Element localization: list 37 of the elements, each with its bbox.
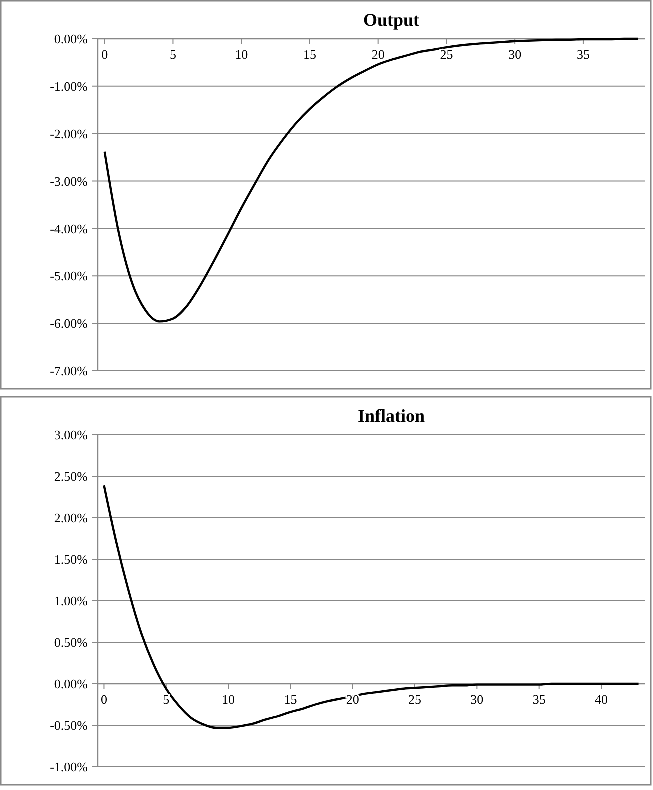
y-tick-label: -4.00% bbox=[50, 221, 88, 236]
y-tick-label: -0.50% bbox=[50, 718, 88, 734]
x-tick-label: 30 bbox=[470, 692, 484, 707]
x-tick-label: 35 bbox=[576, 47, 590, 62]
chart-title: Output bbox=[363, 10, 420, 30]
y-tick-label: -7.00% bbox=[50, 364, 88, 379]
y-tick-label: -1.00% bbox=[50, 760, 88, 775]
y-tick-label: 1.50% bbox=[54, 552, 88, 568]
x-tick-label: 5 bbox=[170, 47, 176, 62]
line-series bbox=[103, 484, 640, 730]
y-tick-label: 0.00% bbox=[54, 32, 88, 47]
x-tick-label: 15 bbox=[303, 47, 316, 62]
x-tick-label: 0 bbox=[100, 692, 108, 707]
x-tick-label: 25 bbox=[440, 47, 454, 62]
y-tick-label: -6.00% bbox=[50, 316, 88, 332]
y-tick-label: -3.00% bbox=[50, 174, 88, 189]
x-tick-label: 5 bbox=[163, 692, 170, 707]
x-tick-label: 10 bbox=[235, 47, 248, 62]
y-tick-label: -5.00% bbox=[50, 268, 88, 284]
x-tick-label: 20 bbox=[372, 47, 385, 62]
x-tick-label: 10 bbox=[222, 692, 236, 707]
chart-title: Inflation bbox=[358, 406, 426, 426]
y-tick-label: 0.00% bbox=[54, 676, 88, 692]
x-tick-label: 15 bbox=[284, 692, 298, 707]
y-tick-label: 1.00% bbox=[54, 594, 88, 609]
line-series bbox=[104, 38, 640, 323]
y-tick-label: 2.50% bbox=[54, 469, 88, 484]
x-tick-label: 25 bbox=[408, 692, 422, 707]
x-tick-label: 30 bbox=[508, 47, 522, 62]
y-tick-label: 3.00% bbox=[54, 428, 88, 443]
y-tick-label: -2.00% bbox=[50, 126, 88, 142]
y-tick-label: 0.50% bbox=[54, 635, 88, 650]
x-tick-label: 40 bbox=[594, 692, 608, 707]
x-tick-label: 35 bbox=[532, 692, 546, 707]
y-tick-label: 2.00% bbox=[54, 510, 88, 526]
x-tick-label: 0 bbox=[102, 47, 108, 62]
y-tick-label: -1.00% bbox=[50, 78, 88, 94]
